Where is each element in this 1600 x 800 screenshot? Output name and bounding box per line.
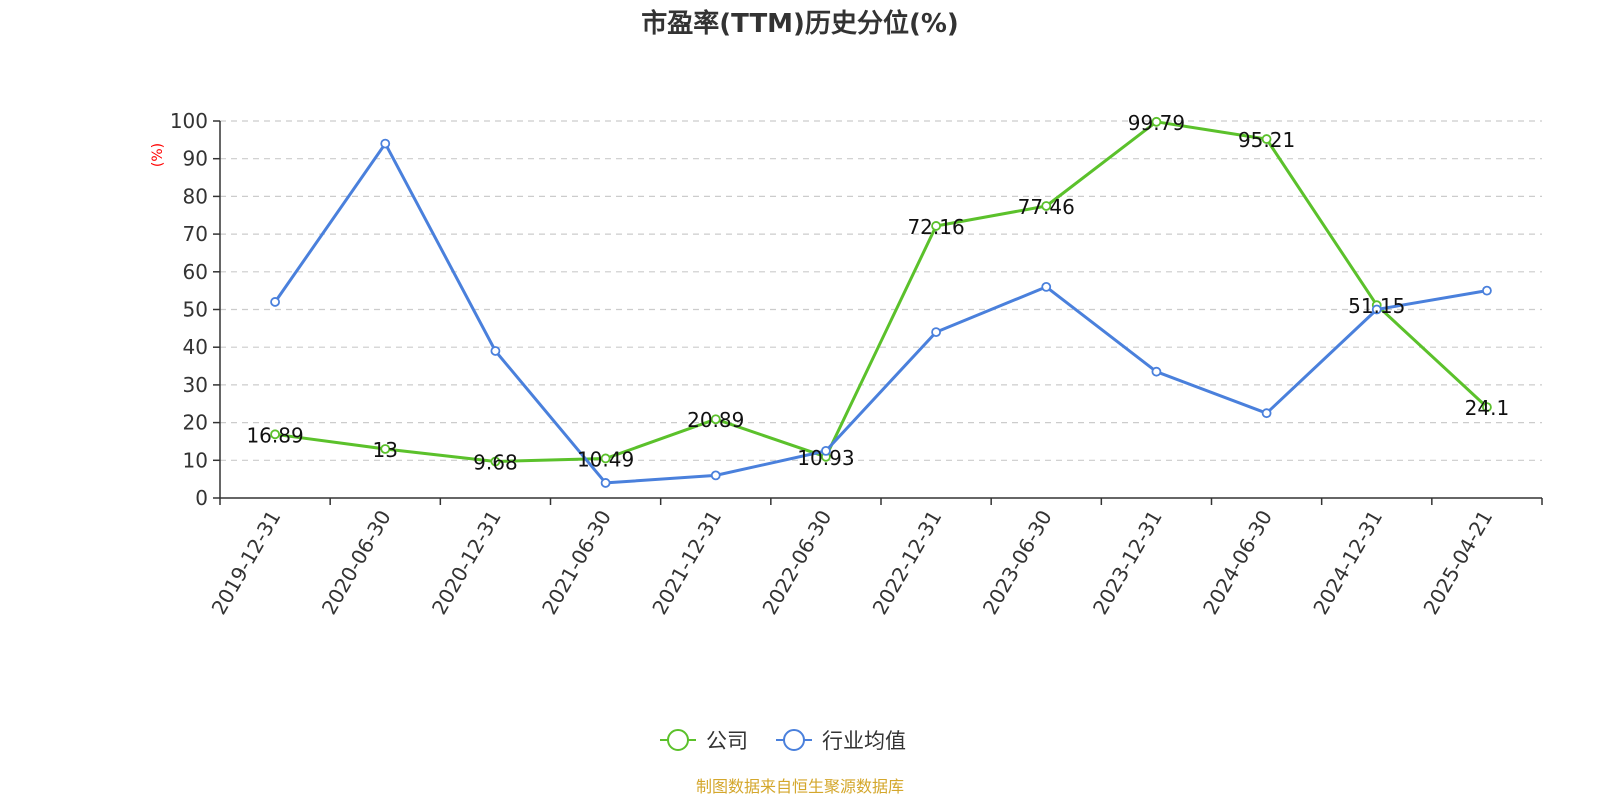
data-point[interactable] [1261,408,1272,419]
data-label: 51.15 [1348,294,1405,318]
x-tick-label: 2021-12-31 [647,506,726,619]
data-label: 20.89 [687,408,744,432]
y-tick-label: 80 [183,184,208,208]
y-tick-label: 30 [183,373,208,397]
y-tick-labels: 0 10 20 30 40 50 60 70 80 90 100 [170,109,208,510]
x-tick-label: 2023-12-31 [1088,506,1167,619]
x-tick-label: 2022-06-30 [757,506,836,619]
data-point[interactable] [1041,201,1052,211]
data-point[interactable] [490,456,501,467]
legend-item-1[interactable]: 行业均值 [776,729,906,753]
y-tick-label: 60 [183,260,208,284]
legend-label: 公司 [706,729,748,753]
y-tick-label: 70 [183,222,208,246]
legend-label: 行业均值 [822,729,906,753]
data-label: 10.93 [797,446,854,470]
y-tick-label: 10 [183,448,208,472]
data-labels: 16.89 13 9.68 10.49 20.89 10.93 72.16 77.46 99.7… [246,111,1509,475]
data-label: 16.89 [246,423,303,447]
data-point[interactable] [380,138,391,149]
data-point[interactable] [821,445,831,456]
y-axis-label: (%) [150,143,166,167]
data-point[interactable] [710,414,721,425]
data-label: 72.16 [907,215,964,239]
y-tick-label: 20 [183,411,208,435]
gridlines [220,120,1542,461]
data-point[interactable] [600,478,611,488]
axes [213,120,1543,505]
data-label: 24.1 [1465,396,1510,420]
legend-marker [783,729,805,751]
data-label: 9.68 [473,451,518,475]
data-point[interactable] [1371,304,1382,315]
data-point[interactable] [1151,116,1162,127]
data-label: 10.49 [577,447,634,471]
source-note: 制图数据来自恒生聚源数据库 [696,777,904,796]
x-tick-label: 2020-06-30 [317,506,396,619]
data-point[interactable] [490,346,501,356]
x-tick-label: 2020-12-31 [427,506,506,619]
x-tick-label: 2022-12-31 [868,506,947,619]
data-label: 77.46 [1018,195,1075,219]
data-point[interactable] [1482,285,1492,296]
legend-item-0[interactable]: 公司 [660,729,748,753]
data-point[interactable] [380,444,391,454]
data-point[interactable] [600,453,611,464]
x-tick-label: 2024-12-31 [1308,506,1387,619]
data-point[interactable] [1151,366,1162,377]
series-points [270,116,1492,488]
data-label: 13 [373,438,398,462]
x-tick-labels: 2019-12-31 2020-06-30 2020-12-31 2021-06-30… [207,506,1498,619]
y-tick-label: 40 [183,335,208,359]
data-point[interactable] [931,327,941,338]
x-tick-label: 2024-06-30 [1198,506,1277,619]
data-point[interactable] [270,429,280,440]
data-point[interactable] [1041,281,1052,292]
series-line-0 [274,120,1488,463]
legend-marker [667,729,689,751]
chart-title: 市盈率(TTM)历史分位(%) [641,8,959,39]
data-point[interactable] [270,297,280,307]
data-label: 99.79 [1128,111,1185,135]
y-tick-label: 50 [183,298,208,322]
y-tick-label: 90 [183,147,208,171]
series-lines [273,120,1488,485]
y-tick-label: 100 [170,109,208,133]
x-tick-label: 2025-04-21 [1418,506,1497,619]
legend[interactable]: 公司 行业均值 [660,729,906,753]
data-point[interactable] [1482,402,1492,413]
data-point[interactable] [710,470,721,481]
x-tick-label: 2019-12-31 [207,506,286,619]
x-tick-label: 2023-06-30 [978,506,1057,619]
series-line-1 [273,142,1488,485]
y-tick-label: 0 [195,486,208,510]
data-point[interactable] [1261,134,1272,144]
x-tick-label: 2021-06-30 [537,506,616,619]
data-label: 95.21 [1238,128,1295,152]
data-point[interactable] [931,221,941,231]
